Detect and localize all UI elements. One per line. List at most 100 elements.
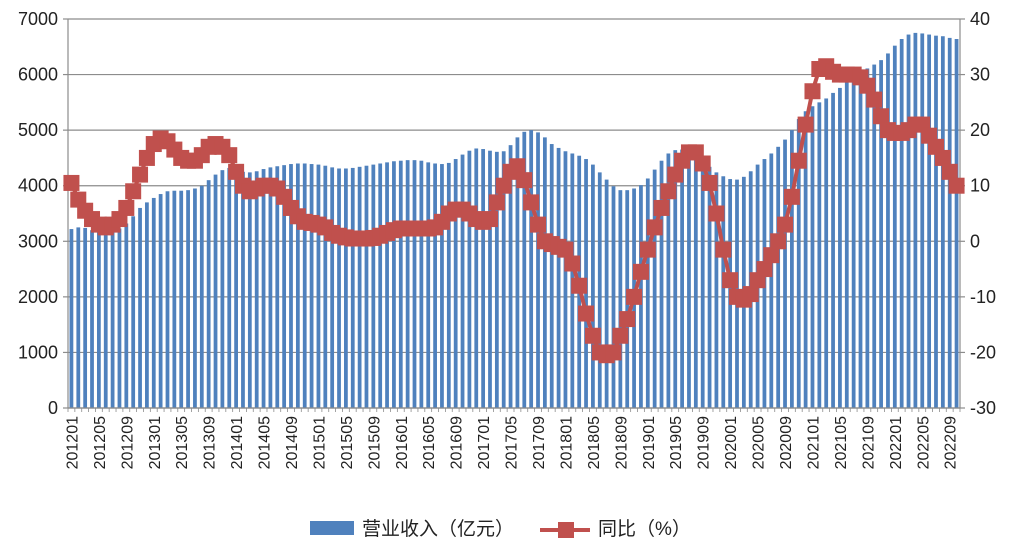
x-tick-label: 201705 — [504, 416, 521, 469]
bar — [591, 164, 595, 408]
y-left-tick-label: 1000 — [18, 342, 58, 362]
bar — [241, 171, 245, 408]
x-tick-label: 201501 — [311, 416, 328, 469]
bar — [165, 191, 170, 408]
line-point — [138, 149, 155, 166]
bar — [536, 132, 540, 408]
bar — [275, 166, 280, 408]
line-point — [228, 163, 245, 180]
line-point — [495, 177, 512, 194]
bar — [158, 194, 163, 408]
bar — [906, 34, 911, 409]
bar — [604, 179, 609, 408]
bar — [803, 111, 808, 408]
bar — [474, 148, 479, 409]
line-point — [667, 166, 684, 183]
bar — [69, 229, 74, 408]
bar — [117, 228, 122, 408]
bar — [309, 164, 314, 408]
legend-swatch-revenue — [310, 521, 354, 535]
bar — [337, 168, 341, 408]
bar — [810, 106, 815, 408]
line-point — [516, 172, 533, 189]
x-tick-label: 201505 — [339, 416, 356, 469]
bar — [494, 151, 499, 408]
line-point — [118, 199, 135, 216]
line-point — [941, 163, 958, 180]
bar — [405, 160, 410, 408]
x-tick-label: 202001 — [723, 416, 740, 469]
bar — [350, 167, 355, 408]
bar — [563, 151, 568, 408]
bar — [872, 64, 877, 408]
x-tick-label: 201905 — [668, 416, 685, 469]
x-tick-label: 202109 — [860, 416, 877, 469]
line-point — [777, 216, 794, 233]
bar — [481, 149, 486, 409]
bar — [151, 197, 156, 408]
bar — [302, 163, 307, 408]
bar — [940, 36, 945, 408]
x-tick-label: 201805 — [586, 416, 603, 469]
line-point — [605, 344, 622, 361]
y-right-tick-label: 10 — [970, 176, 990, 196]
bar — [138, 207, 142, 408]
bar — [913, 32, 918, 408]
bar — [549, 144, 554, 409]
x-tick-label: 201801 — [558, 416, 575, 469]
bar — [268, 167, 273, 408]
y-right-tick-label: -30 — [970, 398, 996, 418]
x-tick-label: 201609 — [449, 416, 466, 469]
x-tick-label: 201405 — [257, 416, 274, 469]
line-point — [646, 219, 663, 236]
line-point — [63, 174, 80, 191]
line-point — [660, 183, 677, 200]
bar — [831, 92, 835, 408]
legend-label-revenue: 营业收入（亿元） — [362, 518, 514, 540]
bar — [227, 167, 232, 408]
bar — [611, 186, 616, 408]
bar — [673, 150, 678, 408]
y-left-tick-label: 7000 — [18, 9, 58, 29]
y-axis-right-ticks: -30 -20 -10 0 10 20 30 40 — [970, 9, 996, 418]
bar — [886, 53, 890, 408]
bar — [700, 159, 705, 408]
bar — [783, 139, 787, 408]
bar — [838, 87, 842, 408]
line-point — [783, 188, 800, 205]
line-point — [564, 255, 581, 272]
bar — [522, 131, 527, 408]
bar — [96, 231, 101, 408]
bar — [508, 145, 513, 408]
legend-swatch-yoy-marker — [558, 522, 574, 538]
bar — [693, 153, 698, 408]
bar — [316, 164, 321, 408]
line-point — [632, 263, 649, 280]
x-tick-label: 202205 — [915, 416, 932, 469]
bar — [398, 160, 403, 408]
line-point — [715, 241, 732, 258]
line-point — [639, 241, 656, 258]
legend: 营业收入（亿元） 同比（%） — [310, 518, 691, 540]
bar — [645, 178, 650, 408]
x-tick-label: 201209 — [119, 416, 136, 469]
bar — [330, 167, 335, 408]
axes — [63, 18, 965, 412]
bar — [927, 34, 932, 409]
bar — [357, 166, 362, 408]
bar — [412, 160, 417, 408]
line-point — [530, 216, 547, 233]
y-right-tick-label: 0 — [970, 231, 980, 251]
bar — [680, 149, 684, 408]
line-point — [790, 152, 807, 169]
bar — [371, 164, 376, 408]
line-point — [571, 277, 588, 294]
line-point — [701, 174, 718, 191]
line-point — [488, 194, 505, 211]
y-left-tick-label: 2000 — [18, 287, 58, 307]
bar — [172, 190, 177, 408]
line-point — [626, 288, 643, 305]
x-tick-label: 201601 — [394, 416, 411, 469]
bar — [879, 60, 883, 409]
x-tick-label: 201309 — [202, 416, 219, 469]
